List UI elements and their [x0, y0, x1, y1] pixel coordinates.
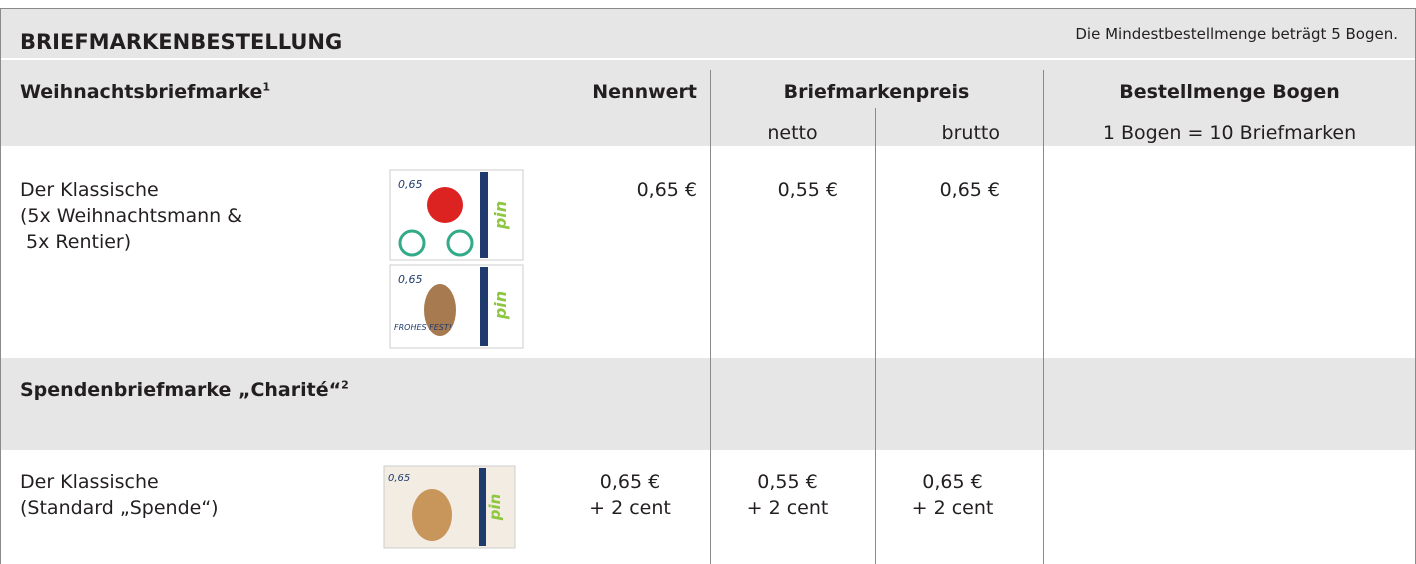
stamp-figure — [412, 489, 452, 541]
stamp-value: 0,65 — [398, 273, 423, 286]
stamp-value: 0,65 — [398, 178, 423, 191]
order-form: BRIEFMARKENBESTELLUNG Die Mindestbestell… — [0, 0, 1416, 564]
stamp: 0,65 pin — [390, 170, 523, 260]
stamp-stripe — [480, 172, 488, 258]
stamp-text: FROHES FEST! — [394, 323, 452, 332]
stamp-value: 0,65 — [388, 473, 410, 484]
stamp-stripe — [479, 468, 486, 546]
stamp: 0,65 pin — [384, 466, 515, 548]
stamp-stripe — [480, 267, 488, 346]
stamp-brand: pin — [491, 201, 510, 230]
stamp: 0,65 FROHES FEST! pin — [390, 265, 523, 348]
stamps: 0,65 pin 0,65 FROHES FEST! pin 0,65 pin — [0, 0, 1416, 564]
stamp-figure — [427, 187, 463, 223]
stamp-brand: pin — [491, 291, 510, 320]
stamp-brand: pin — [486, 494, 504, 522]
